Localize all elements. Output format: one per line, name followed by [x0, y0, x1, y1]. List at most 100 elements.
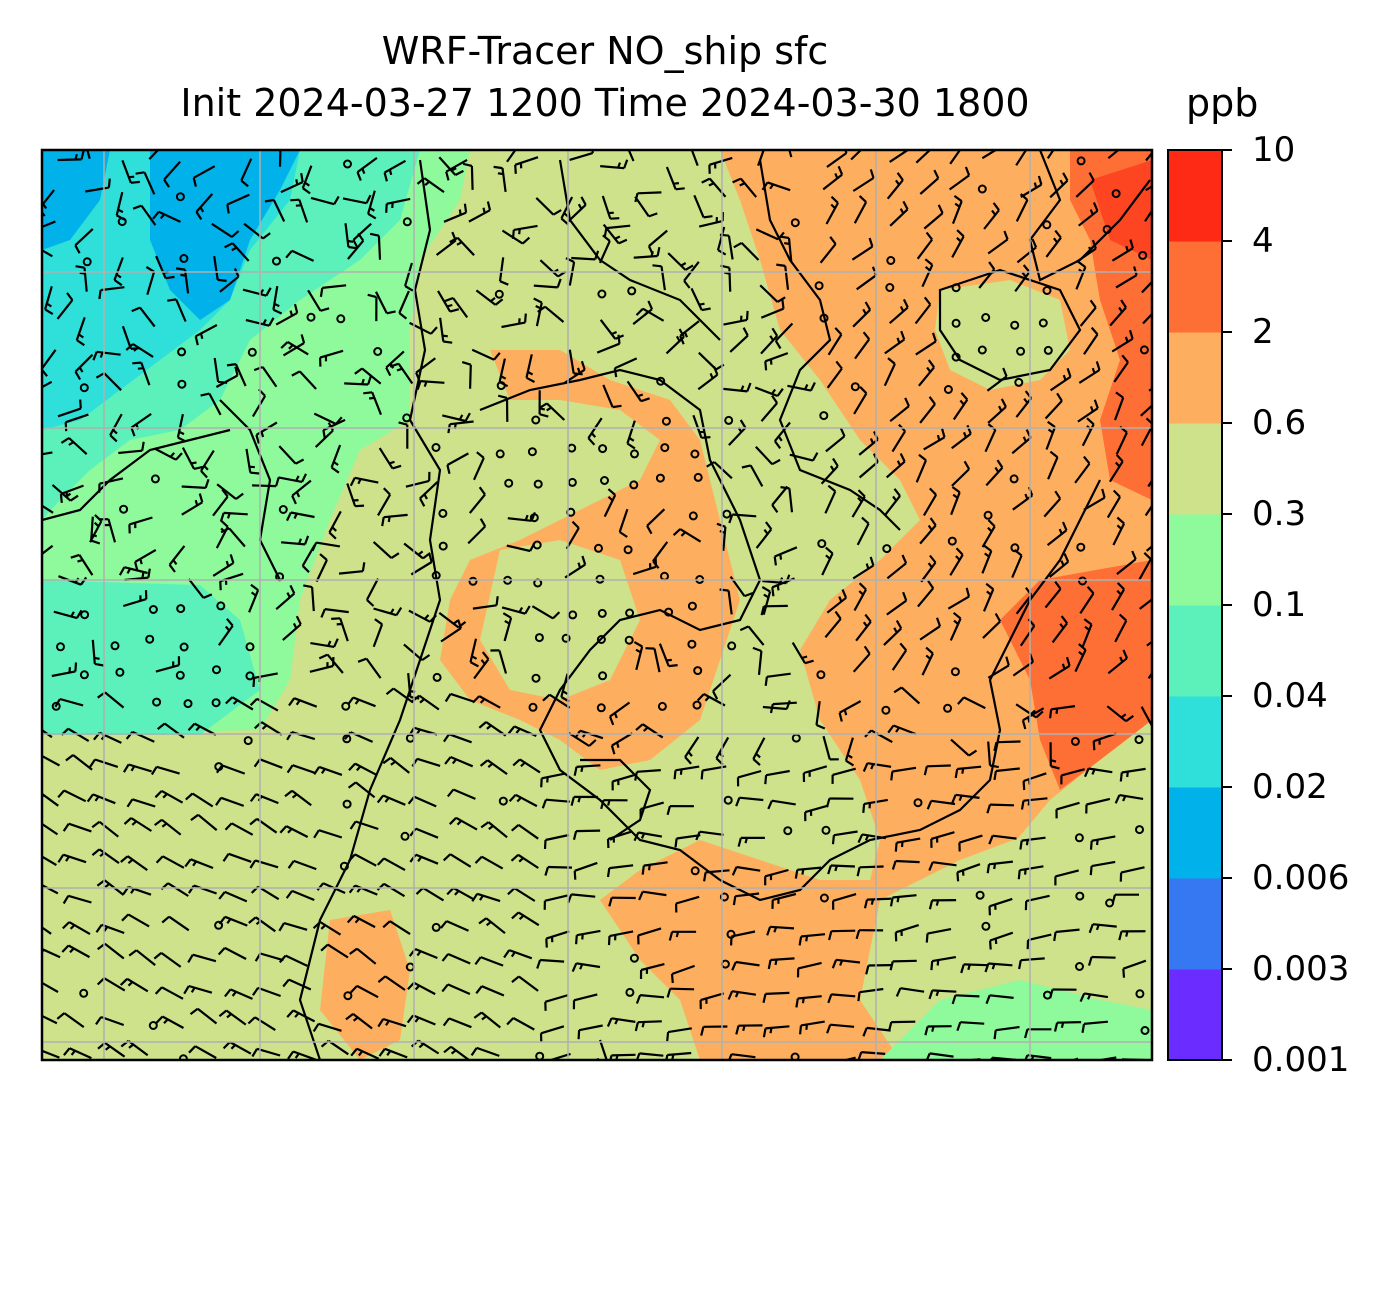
calm-wind-marker — [977, 184, 987, 194]
wind-barb — [706, 461, 733, 480]
wind-barb — [462, 162, 474, 190]
wind-barb — [608, 896, 636, 907]
wind-barb — [118, 566, 148, 576]
calm-wind-marker — [51, 701, 61, 711]
wind-barb — [951, 994, 980, 1005]
wind-barb — [347, 232, 365, 260]
wind-barb — [1106, 705, 1134, 723]
wind-barb — [1014, 264, 1031, 293]
wind-barb — [701, 177, 727, 198]
wind-barb — [731, 865, 761, 876]
wind-barb — [187, 953, 217, 963]
colorbar-tick-label: 4 — [1252, 221, 1274, 261]
wind-barb — [318, 653, 344, 674]
wind-barb — [1083, 767, 1113, 778]
colorbar-tick-label: 0.001 — [1252, 1040, 1350, 1080]
calm-wind-marker — [306, 312, 316, 322]
wind-barb — [44, 285, 54, 316]
calm-wind-marker — [624, 635, 634, 645]
wind-barb — [827, 864, 855, 875]
wind-barb — [42, 822, 59, 836]
wind-barb — [627, 150, 635, 162]
calm-wind-marker — [402, 217, 412, 227]
colorbar — [1167, 149, 1232, 1061]
wind-barb — [737, 836, 765, 847]
wind-barb — [442, 412, 471, 423]
calm-wind-marker — [272, 256, 281, 266]
calm-wind-marker — [343, 991, 353, 1001]
calm-wind-marker — [177, 379, 187, 389]
wind-barb — [121, 913, 150, 928]
calm-wind-marker — [496, 381, 506, 391]
wind-barb — [91, 639, 104, 667]
calm-wind-marker — [175, 192, 185, 202]
coastline — [479, 368, 762, 881]
wind-barb — [109, 413, 123, 443]
calm-wind-marker — [1111, 189, 1121, 199]
wind-barb — [950, 738, 978, 757]
calm-wind-marker — [534, 633, 544, 643]
wind-barb — [831, 958, 861, 969]
wind-barb — [347, 696, 376, 708]
wind-barb — [774, 421, 791, 450]
wind-barb — [981, 150, 998, 160]
wind-barb — [735, 796, 764, 807]
wind-barb — [1081, 618, 1093, 648]
calm-wind-marker — [152, 697, 162, 707]
wind-barb — [328, 510, 342, 540]
wind-barb — [883, 357, 896, 387]
wind-barb — [113, 257, 124, 287]
wind-barb — [826, 1023, 855, 1034]
wind-barb — [796, 961, 822, 978]
calm-wind-marker — [567, 477, 577, 487]
wind-barb — [92, 350, 121, 361]
wind-barb — [63, 1047, 92, 1060]
wind-barb — [888, 298, 909, 325]
wind-barb — [507, 887, 536, 902]
wind-barb — [128, 949, 156, 966]
calm-wind-marker — [400, 831, 410, 841]
wind-barb — [74, 353, 94, 381]
wind-barb — [925, 1052, 954, 1060]
wind-barb — [161, 915, 190, 932]
wind-barb — [827, 993, 856, 1004]
field-region-19 — [42, 1220, 200, 1260]
calm-wind-marker — [1139, 345, 1149, 355]
wind-barb — [884, 330, 906, 355]
wind-barb — [925, 928, 952, 943]
wind-barb — [1074, 643, 1087, 673]
wind-barb — [719, 588, 733, 615]
wind-barb — [690, 287, 711, 312]
wind-barb — [125, 343, 154, 358]
calm-wind-marker — [495, 449, 505, 459]
wind-barb — [984, 962, 1013, 973]
wind-barb — [1088, 923, 1117, 934]
wind-barb — [665, 328, 685, 355]
wind-barb — [278, 954, 308, 967]
wind-barb — [1145, 544, 1152, 552]
wind-barb — [190, 813, 218, 831]
wind-barb — [570, 795, 598, 806]
wind-barb — [917, 580, 935, 608]
wind-barb — [646, 508, 666, 535]
wind-barb — [382, 757, 410, 774]
wind-barbs — [42, 150, 1152, 1060]
colorbar-tick-label: 0.3 — [1252, 494, 1307, 534]
wind-barb — [608, 701, 631, 726]
wind-barb — [924, 1025, 952, 1036]
wind-barb — [795, 995, 822, 1008]
coastline — [1028, 150, 1151, 282]
wind-barb — [278, 922, 308, 932]
wind-barb — [538, 402, 566, 421]
calm-wind-marker — [431, 443, 441, 452]
calm-wind-marker — [850, 382, 860, 392]
colorbar-segment — [1168, 878, 1222, 970]
wind-barb — [338, 562, 366, 575]
wind-barb — [984, 423, 997, 453]
wind-barb — [42, 926, 52, 935]
calm-wind-marker — [214, 920, 224, 930]
calm-wind-marker — [1010, 320, 1020, 330]
wind-barb — [1146, 640, 1152, 647]
wind-barb — [42, 380, 53, 389]
